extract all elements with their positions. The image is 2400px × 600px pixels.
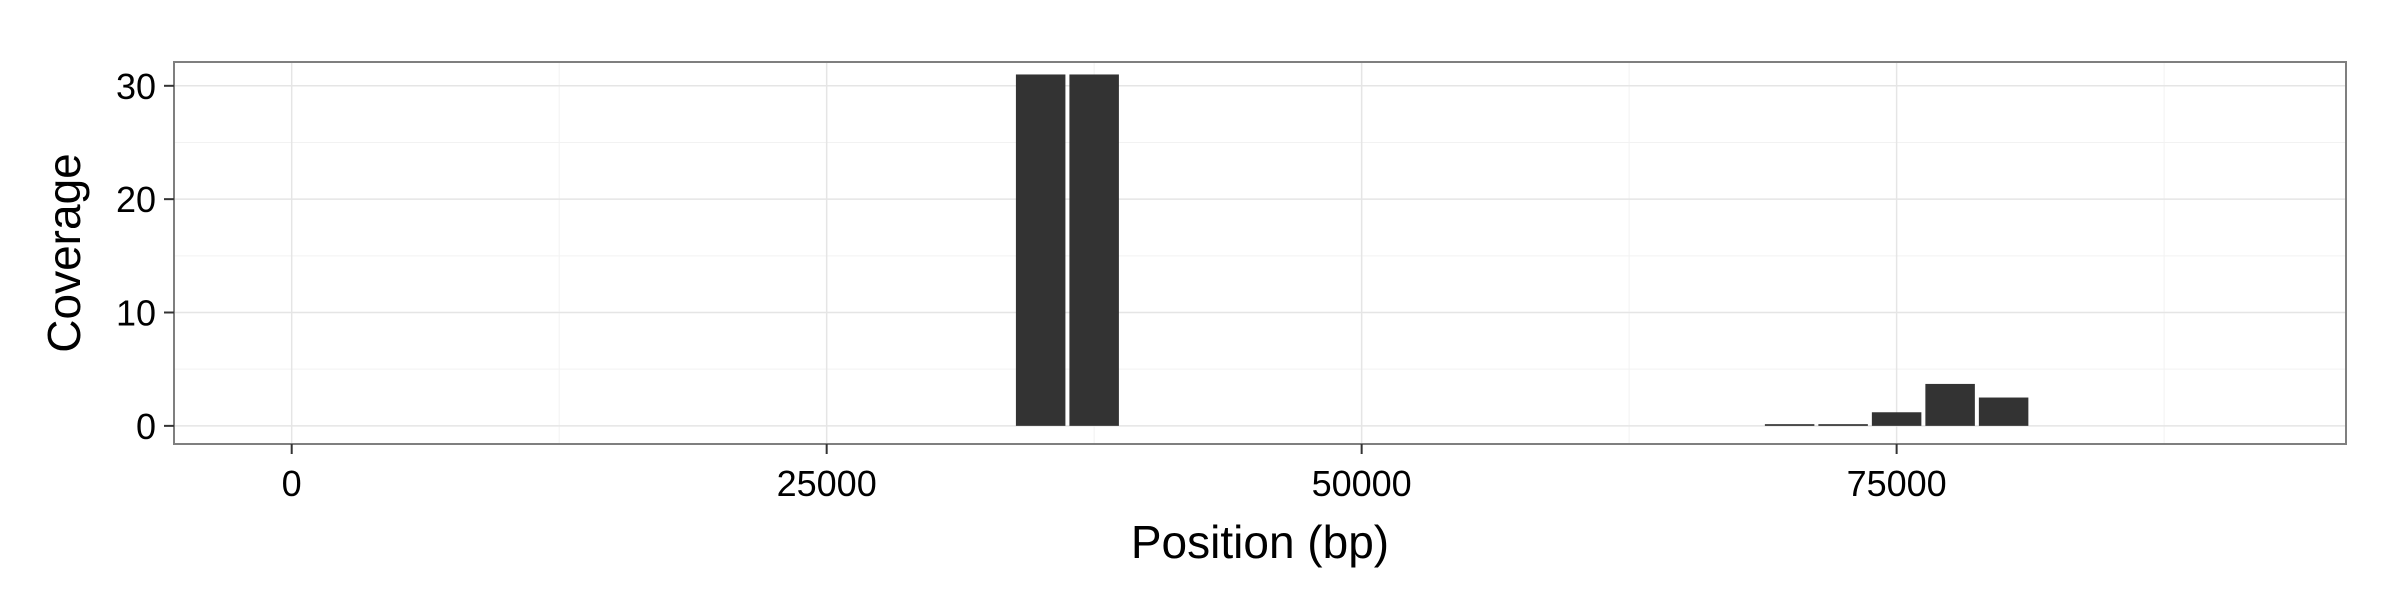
bar — [1818, 424, 1868, 426]
x-axis-title: Position (bp) — [1131, 516, 1389, 568]
x-tick-label: 75000 — [1847, 463, 1947, 504]
y-axis-ticks: 0 10 20 30 — [116, 66, 174, 447]
bar — [1925, 383, 1975, 426]
minor-gridlines — [174, 62, 2346, 444]
y-tick-label: 30 — [116, 66, 156, 107]
plot-panel-border — [173, 61, 2347, 445]
x-tick-label: 50000 — [1312, 463, 1412, 504]
y-tick-label: 10 — [116, 293, 156, 334]
y-tick-label: 20 — [116, 179, 156, 220]
bar — [1069, 74, 1119, 426]
bar — [1978, 397, 2029, 426]
x-tick-label: 0 — [282, 463, 302, 504]
bar — [1764, 424, 1815, 426]
bar — [1015, 74, 1066, 426]
x-tick-label: 25000 — [777, 463, 877, 504]
y-tick-label: 0 — [136, 406, 156, 447]
y-axis-title: Coverage — [38, 153, 90, 352]
bars — [1015, 74, 2029, 426]
bar — [1871, 412, 1922, 426]
x-axis-ticks: 0 25000 50000 75000 — [282, 444, 1947, 504]
